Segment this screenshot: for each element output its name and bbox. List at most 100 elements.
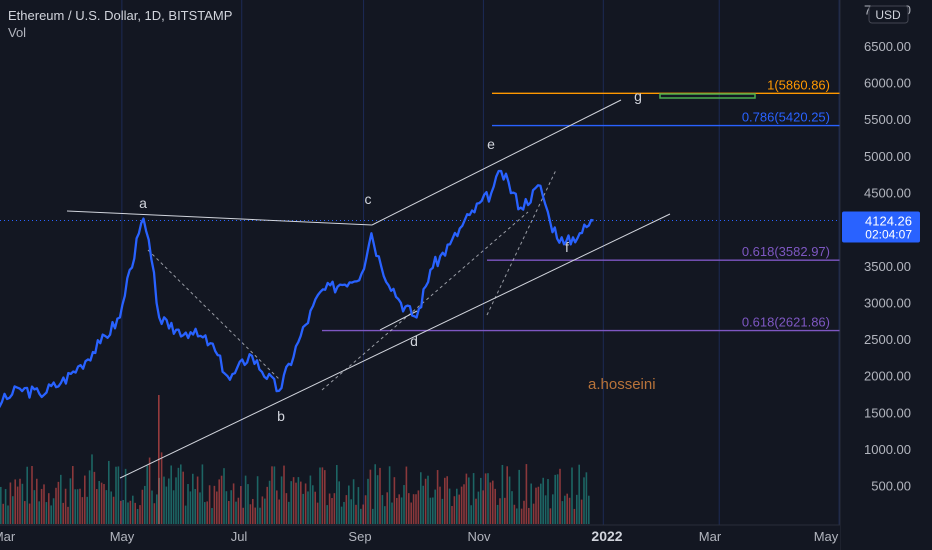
volume-bar <box>508 476 511 524</box>
volume-bar <box>132 495 134 524</box>
volume-bar <box>420 472 422 524</box>
volume-bar <box>136 508 139 524</box>
volume-bar <box>55 487 57 524</box>
last-price-value: 4124.26 <box>865 214 912 229</box>
time-axis-panel <box>0 525 840 550</box>
volume-bar <box>398 494 400 524</box>
volume-bar <box>199 492 201 524</box>
volume-bar <box>496 504 499 524</box>
volume-bar <box>410 502 412 524</box>
volume-bar <box>122 499 124 524</box>
volume-bar <box>36 478 38 524</box>
volume-bar <box>105 490 108 524</box>
y-tick-label: 500.00 <box>871 479 911 494</box>
volume-bar <box>340 506 343 524</box>
volume-bar <box>81 497 84 524</box>
volume-bar <box>172 490 175 524</box>
volume-bar <box>511 491 513 524</box>
volume-bar <box>367 478 369 524</box>
volume-bar <box>93 471 96 524</box>
volume-bar <box>60 474 62 524</box>
last-price-tag <box>842 211 920 243</box>
volume-bar <box>357 487 360 524</box>
volume-bar <box>456 488 458 524</box>
volume-bar <box>544 495 547 524</box>
volume-bar <box>561 501 564 524</box>
volume-bar <box>115 466 117 524</box>
volume-bar <box>261 496 264 524</box>
volume-bar <box>463 484 465 524</box>
volume-bar <box>256 476 259 524</box>
x-tick-label: Jul <box>231 529 248 544</box>
volume-bar <box>163 476 165 524</box>
volume-bar <box>444 477 446 524</box>
volume-indicator-label[interactable]: Vol <box>8 25 27 40</box>
volume-bar <box>96 489 98 524</box>
volume-bar <box>206 501 208 524</box>
volume-bar <box>441 498 444 524</box>
symbol-title[interactable]: Ethereum / U.S. Dollar, 1D, BITSTAMP <box>8 8 233 23</box>
volume-bar <box>388 466 391 524</box>
volume-bar <box>120 500 122 524</box>
volume-bar <box>432 497 434 524</box>
volume-bar <box>360 508 362 524</box>
volume-bar <box>451 505 453 524</box>
volume-bar <box>376 475 379 524</box>
volume-bar <box>453 496 456 524</box>
volume-bar <box>201 464 204 524</box>
volume-bar <box>213 485 216 524</box>
volume-bar <box>439 486 441 524</box>
volume-bar <box>252 498 254 524</box>
volume-bar <box>429 497 432 524</box>
volume-bar <box>266 486 268 524</box>
volume-bar <box>588 495 590 524</box>
fib-label-3: 0.618(2621.86) <box>742 315 830 330</box>
volume-bar <box>141 489 144 524</box>
volume-bar <box>259 507 261 524</box>
volume-bar <box>547 479 549 524</box>
volume-bar <box>21 483 24 524</box>
volume-bar <box>16 486 19 524</box>
volume-bar <box>352 479 355 524</box>
volume-bar <box>204 502 206 524</box>
volume-bar <box>304 483 307 524</box>
volume-bar <box>326 505 328 524</box>
volume-bar <box>532 503 535 524</box>
volume-bar <box>67 506 69 524</box>
volume-bar <box>88 470 91 524</box>
volume-bar <box>350 499 352 524</box>
volume-bar <box>489 482 492 524</box>
volume-bar <box>52 498 55 524</box>
volume-bar <box>225 491 228 524</box>
volume-bar <box>381 495 384 524</box>
volume-bar <box>576 494 578 524</box>
wave-label-d: d <box>410 333 418 349</box>
volume-bar <box>247 484 249 524</box>
volume-bar <box>57 481 60 524</box>
wave-label-f: f <box>565 239 569 255</box>
volume-bar <box>333 493 336 524</box>
volume-bar <box>153 503 156 524</box>
volume-bar <box>434 489 436 524</box>
volume-bar <box>86 496 88 524</box>
volume-bar <box>182 471 184 524</box>
x-tick-label: Sep <box>348 529 371 544</box>
volume-bar <box>528 507 530 524</box>
grid-lines <box>121 0 840 525</box>
wave-label-g: g <box>634 88 642 104</box>
volume-bar <box>50 505 52 524</box>
volume-bar <box>369 469 372 524</box>
volume-bar <box>477 491 480 524</box>
volume-bar <box>295 482 297 524</box>
volume-bar <box>568 497 571 524</box>
volume-bar <box>393 477 396 524</box>
volume-bar <box>276 490 278 524</box>
volume-bar <box>573 508 576 524</box>
volume-bar <box>112 496 115 524</box>
volume-bar <box>189 491 192 524</box>
volume-bar <box>292 477 295 524</box>
volume-bars <box>0 395 590 524</box>
volume-bar <box>520 508 523 524</box>
volume-bar <box>403 485 405 524</box>
